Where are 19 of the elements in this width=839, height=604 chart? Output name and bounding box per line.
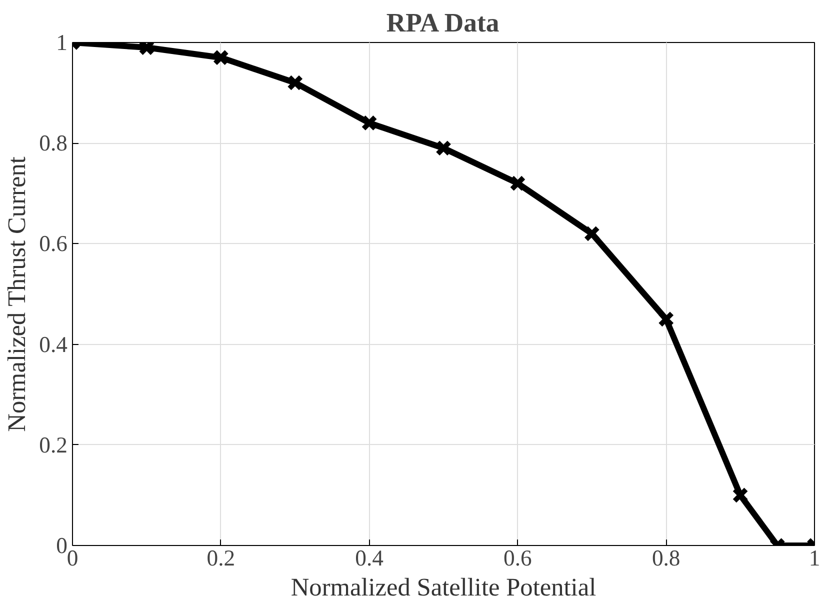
y-tick-label: 0.8 <box>39 130 68 156</box>
x-tick-label: 0.4 <box>355 546 384 570</box>
y-tick-label: 0.6 <box>39 231 68 256</box>
x-tick-label: 1 <box>808 546 820 570</box>
point <box>584 225 600 242</box>
point <box>286 74 304 91</box>
y-tick-label: 1 <box>56 30 68 55</box>
y-axis-title: Normalized Thrust Current <box>3 156 32 432</box>
x-axis-title: Normalized Satellite Potential <box>290 574 596 602</box>
x-tick-label: 0.2 <box>206 546 236 570</box>
point <box>212 49 230 66</box>
point <box>435 140 452 156</box>
x-tick-label: 0.8 <box>652 546 680 570</box>
y-tick-label: 0.2 <box>39 432 68 458</box>
y-tick-label: 0.4 <box>39 332 68 357</box>
point <box>510 175 526 192</box>
x-tick-label: 0.6 <box>504 546 532 570</box>
point <box>361 114 378 132</box>
chart-title: RPA Data <box>386 8 500 38</box>
